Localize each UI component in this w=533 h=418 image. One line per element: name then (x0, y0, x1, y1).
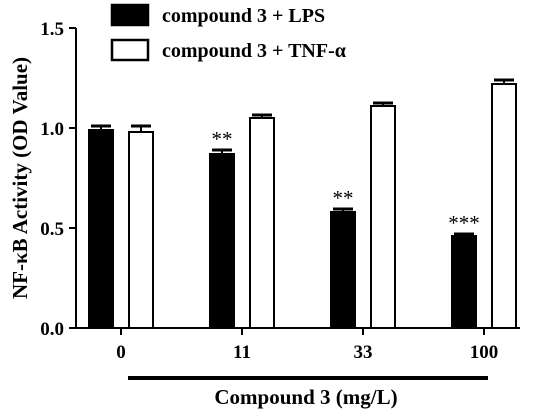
legend-label-tnf: compound 3 + TNF-α (162, 40, 346, 62)
x-tick-label: 33 (354, 342, 373, 363)
x-tick-label: 100 (470, 342, 499, 363)
legend-swatch-tnf (110, 38, 150, 62)
legend-swatch-lps (110, 3, 150, 27)
bar-tnf-33 (370, 105, 396, 329)
bar-tnf-0 (128, 131, 154, 329)
x-tick-label: 11 (233, 342, 251, 363)
bar-lps-11 (209, 153, 235, 329)
bar-lps-0 (88, 129, 114, 329)
significance-label: ** (212, 127, 233, 151)
bar-lps-33 (330, 211, 356, 329)
axes: 0.0 0.5 1.0 1.5 0 11 33 100 (40, 19, 520, 363)
x-tick-label: 0 (116, 342, 126, 363)
significance-label: *** (448, 211, 480, 235)
x-axis-title: Compound 3 (mg/L) (214, 385, 397, 409)
bars: ******* (88, 78, 517, 329)
bar-tnf-100 (491, 83, 517, 329)
legend-label-lps: compound 3 + LPS (162, 5, 325, 27)
bar-tnf-11 (249, 117, 275, 329)
y-tick-label: 1.5 (40, 19, 64, 40)
axis-labels: Compound 3 (mg/L) NF-κB Activity (OD Valu… (8, 57, 488, 409)
legend: compound 3 + LPS compound 3 + TNF-α (110, 3, 346, 62)
y-axis-title: NF-κB Activity (OD Value) (8, 57, 32, 299)
y-tick-label: 1.0 (40, 119, 64, 140)
significance-label: ** (333, 186, 354, 210)
bar-lps-100 (451, 235, 477, 329)
y-tick-label: 0.0 (40, 319, 64, 340)
y-tick-label: 0.5 (40, 219, 64, 240)
